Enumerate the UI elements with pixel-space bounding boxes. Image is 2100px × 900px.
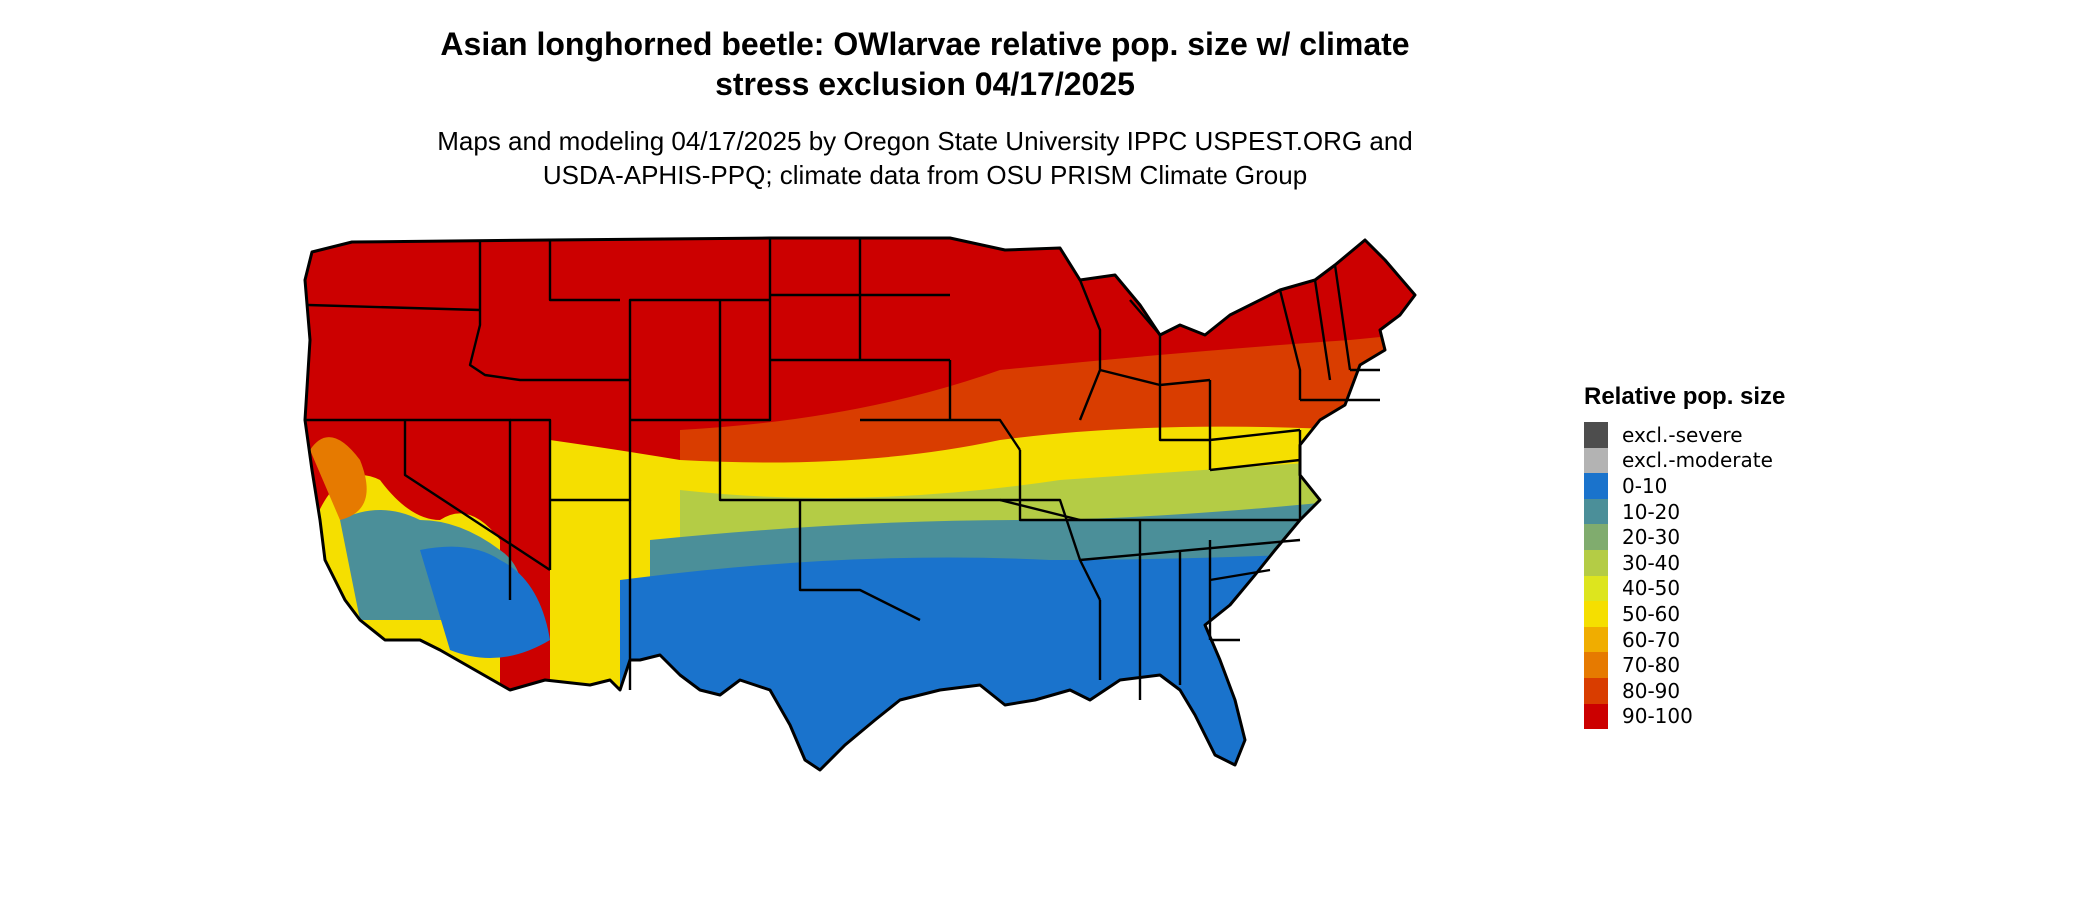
map-subtitle-line-1: Maps and modeling 04/17/2025 by Oregon S… bbox=[437, 126, 1413, 156]
legend-label: excl.-severe bbox=[1622, 422, 1743, 447]
legend-swatch bbox=[1584, 447, 1608, 474]
map-subtitle-line-2: USDA-APHIS-PPQ; climate data from OSU PR… bbox=[542, 160, 1308, 190]
legend-item: excl.-moderate bbox=[1584, 447, 1785, 474]
legend-label: 90-100 bbox=[1622, 704, 1693, 729]
legend-swatch bbox=[1584, 703, 1608, 730]
legend-swatch bbox=[1584, 498, 1608, 525]
legend-label: 60-70 bbox=[1622, 627, 1681, 652]
legend-swatch bbox=[1584, 601, 1608, 627]
map-title-line-1: Asian longhorned beetle: OWlarvae relati… bbox=[440, 26, 1410, 62]
legend-label: 10-20 bbox=[1622, 499, 1681, 524]
legend-swatch bbox=[1584, 473, 1608, 499]
us-map bbox=[303, 236, 1417, 772]
legend-items: excl.-severe excl.-moderate 0-10 10-20 20-30… bbox=[1584, 422, 1785, 730]
legend-item: 50-60 bbox=[1584, 601, 1785, 627]
legend-item: 0-10 bbox=[1584, 473, 1785, 499]
legend-item: 40-50 bbox=[1584, 575, 1785, 602]
legend-swatch bbox=[1584, 677, 1608, 704]
legend-title: Relative pop. size bbox=[1584, 383, 1786, 410]
legend-label: 50-60 bbox=[1622, 601, 1681, 626]
legend-item: 60-70 bbox=[1584, 626, 1785, 653]
legend-label: 40-50 bbox=[1622, 576, 1681, 601]
legend-item: 70-80 bbox=[1584, 652, 1785, 678]
legend-label: 0-10 bbox=[1622, 473, 1668, 498]
legend-swatch bbox=[1584, 422, 1608, 448]
legend-label: 70-80 bbox=[1622, 653, 1681, 678]
legend: Relative pop. size excl.-severe excl.-mod… bbox=[1584, 382, 1786, 730]
legend-label: 20-30 bbox=[1622, 525, 1681, 550]
legend-swatch bbox=[1584, 549, 1608, 576]
map-title-line-2: stress exclusion 04/17/2025 bbox=[715, 66, 1135, 102]
legend-swatch bbox=[1584, 652, 1608, 678]
legend-item: 80-90 bbox=[1584, 677, 1785, 704]
legend-item: excl.-severe bbox=[1584, 422, 1785, 448]
legend-item: 90-100 bbox=[1584, 703, 1785, 730]
legend-item: 10-20 bbox=[1584, 498, 1785, 525]
map-subtitle: Maps and modeling 04/17/2025 by Oregon S… bbox=[0, 124, 1850, 192]
legend-item: 30-40 bbox=[1584, 549, 1785, 576]
legend-label: 30-40 bbox=[1622, 550, 1681, 575]
legend-item: 20-30 bbox=[1584, 524, 1785, 550]
legend-swatch bbox=[1584, 575, 1608, 602]
legend-swatch bbox=[1584, 626, 1608, 653]
map-title: Asian longhorned beetle: OWlarvae relati… bbox=[0, 24, 1850, 104]
legend-swatch bbox=[1584, 524, 1608, 550]
legend-label: 80-90 bbox=[1622, 678, 1681, 703]
legend-label: excl.-moderate bbox=[1622, 448, 1773, 473]
